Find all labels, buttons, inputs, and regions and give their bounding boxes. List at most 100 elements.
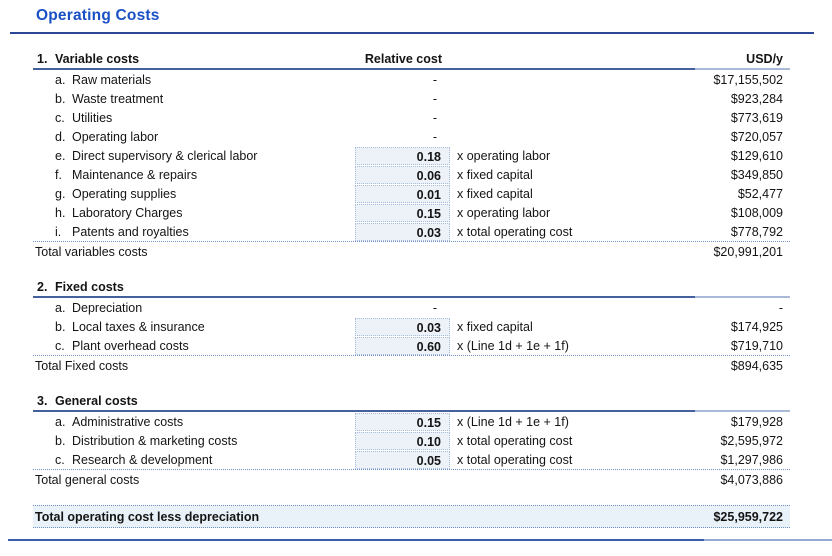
usd-value: - — [778, 300, 783, 315]
relative-cost-cell: - — [432, 129, 437, 144]
section-header-fixed-costs: 2. Fixed costs — [33, 277, 790, 298]
row-letter: c. — [55, 338, 65, 353]
relative-cost-cell: - — [432, 300, 437, 315]
row-letter: a. — [55, 414, 66, 429]
bottom-divider-tail — [704, 539, 832, 541]
relative-cost-cell: - — [432, 91, 437, 106]
cost-row-operating-labor: d. Operating labor - $720,057 — [33, 127, 790, 146]
relative-cost-input-cell[interactable]: 0.60 — [355, 336, 450, 355]
usd-value: $129,610 — [730, 148, 783, 163]
row-letter: a. — [55, 300, 66, 315]
row-label: Local taxes & insurance — [72, 319, 205, 334]
header-rule-tail — [695, 296, 790, 298]
cost-row-maintenance-repairs: f. Maintenance & repairs 0.06 x fixed cap… — [33, 165, 790, 184]
formula-label: x total operating cost — [457, 224, 573, 239]
relative-cost-input-cell[interactable]: 0.03 — [355, 317, 450, 336]
row-label: Laboratory Charges — [72, 205, 183, 220]
row-label: Direct supervisory & clerical labor — [72, 148, 258, 163]
column-header-usd: USD/y — [746, 51, 783, 66]
row-label: Operating supplies — [72, 186, 177, 201]
row-label: Administrative costs — [72, 414, 184, 429]
grand-total-row: Total operating cost less depreciation $… — [33, 505, 790, 528]
total-label: Total variables costs — [35, 244, 148, 259]
usd-value: $17,155,502 — [713, 72, 783, 87]
grand-total-label: Total operating cost less depreciation — [35, 509, 260, 524]
formula-label: x fixed capital — [457, 186, 533, 201]
formula-label: x (Line 1d + 1e + 1f) — [457, 414, 569, 429]
usd-value: $1,297,986 — [720, 452, 783, 467]
row-label: Operating labor — [72, 129, 159, 144]
section-title-label: Variable costs — [55, 51, 140, 66]
title-divider — [10, 32, 814, 34]
row-letter: b. — [55, 319, 66, 334]
section-header-general-costs: 3. General costs — [33, 391, 790, 412]
section-title: 2. Fixed costs — [33, 280, 355, 294]
total-label: Total Fixed costs — [35, 358, 129, 373]
relative-cost-input-cell[interactable]: 0.06 — [355, 165, 450, 184]
formula-label: x operating labor — [457, 148, 551, 163]
costs-table: 1. Variable costs Relative cost USD/y a. R… — [33, 49, 790, 528]
row-letter: b. — [55, 91, 66, 106]
page-title: Operating Costs — [36, 7, 160, 24]
total-value: $4,073,886 — [720, 472, 783, 487]
usd-value: $778,792 — [730, 224, 783, 239]
section-number: 2. — [37, 279, 48, 294]
row-label: Waste treatment — [72, 91, 164, 106]
grand-total-value: $25,959,722 — [713, 509, 783, 524]
relative-cost-cell: - — [432, 72, 437, 87]
section-spacer — [33, 375, 790, 391]
total-label: Total general costs — [35, 472, 140, 487]
total-variable-costs-row: Total variables costs $20,991,201 — [33, 241, 790, 261]
cost-row-raw-materials: a. Raw materials - $17,155,502 — [33, 70, 790, 89]
relative-cost-input-cell[interactable]: 0.10 — [355, 431, 450, 450]
relative-cost-input-cell[interactable]: 0.05 — [355, 450, 450, 469]
row-label: Maintenance & repairs — [72, 167, 198, 182]
cost-row-laboratory-charges: h. Laboratory Charges 0.15 x operating la… — [33, 203, 790, 222]
usd-value: $349,850 — [730, 167, 783, 182]
row-letter: a. — [55, 72, 66, 87]
relative-cost-input-cell[interactable]: 0.03 — [355, 222, 450, 241]
formula-label: x (Line 1d + 1e + 1f) — [457, 338, 569, 353]
cost-row-local-taxes-insurance: b. Local taxes & insurance 0.03 x fixed c… — [33, 317, 790, 336]
usd-value: $923,284 — [730, 91, 783, 106]
section-number: 3. — [37, 393, 48, 408]
section-header-variable-costs: 1. Variable costs Relative cost USD/y — [33, 49, 790, 70]
row-label: Patents and royalties — [72, 224, 189, 239]
cost-row-research-development: c. Research & development 0.05 x total op… — [33, 450, 790, 469]
formula-label: x fixed capital — [457, 319, 533, 334]
header-rule-tail — [695, 68, 790, 70]
row-letter: c. — [55, 452, 65, 467]
row-label: Depreciation — [72, 300, 143, 315]
usd-value: $108,009 — [730, 205, 783, 220]
cost-row-administrative: a. Administrative costs 0.15 x (Line 1d +… — [33, 412, 790, 431]
relative-cost-input-cell[interactable]: 0.18 — [355, 146, 450, 165]
section-title: 1. Variable costs — [33, 52, 355, 66]
cost-row-utilities: c. Utilities - $773,619 — [33, 108, 790, 127]
total-value: $20,991,201 — [713, 244, 783, 259]
relative-cost-input-cell[interactable]: 0.01 — [355, 184, 450, 203]
row-letter: b. — [55, 433, 66, 448]
row-label: Research & development — [72, 452, 213, 467]
total-value: $894,635 — [730, 358, 783, 373]
formula-label: x total operating cost — [457, 433, 573, 448]
relative-cost-input-cell[interactable]: 0.15 — [355, 203, 450, 222]
total-general-costs-row: Total general costs $4,073,886 — [33, 469, 790, 489]
section-spacer — [33, 261, 790, 277]
row-letter: i. — [55, 224, 62, 239]
cost-row-operating-supplies: g. Operating supplies 0.01 x fixed capita… — [33, 184, 790, 203]
usd-value: $720,057 — [730, 129, 783, 144]
formula-label: x total operating cost — [457, 452, 573, 467]
section-number: 1. — [37, 51, 48, 66]
row-letter: h. — [55, 205, 66, 220]
row-letter: c. — [55, 110, 65, 125]
row-label: Raw materials — [72, 72, 152, 87]
bottom-divider — [8, 539, 832, 541]
relative-cost-input-cell[interactable]: 0.15 — [355, 412, 450, 431]
row-letter: f. — [55, 167, 62, 182]
row-letter: g. — [55, 186, 66, 201]
total-fixed-costs-row: Total Fixed costs $894,635 — [33, 355, 790, 375]
row-label: Distribution & marketing costs — [72, 433, 238, 448]
section-title-label: Fixed costs — [55, 279, 124, 294]
relative-cost-cell: - — [432, 110, 437, 125]
